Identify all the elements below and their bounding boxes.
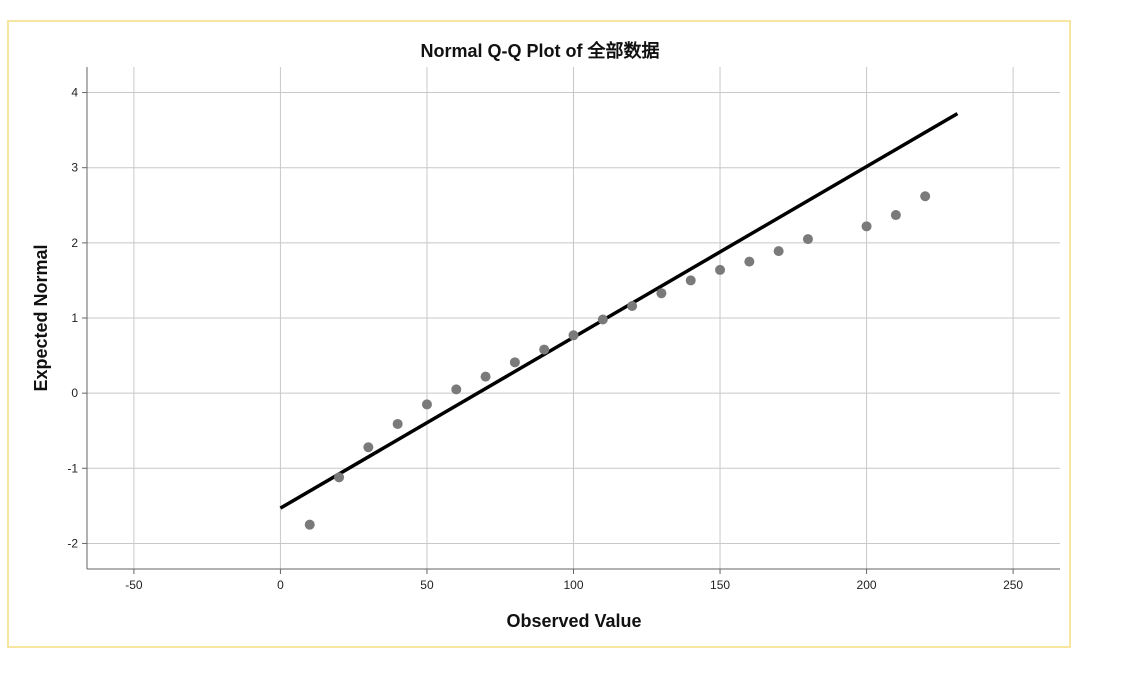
y-tick-label: 1: [71, 311, 78, 325]
x-tick-label: 100: [563, 578, 583, 592]
data-point: [539, 344, 550, 355]
grid-lines: [87, 67, 1060, 569]
x-tick-label: 250: [1003, 578, 1023, 592]
y-tick-label: 4: [71, 86, 78, 100]
data-point: [685, 275, 696, 286]
x-tick-label: 0: [277, 578, 284, 592]
data-point: [656, 288, 667, 299]
x-tick-label: -50: [125, 578, 143, 592]
y-tick-label: -2: [67, 536, 78, 550]
y-axis-ticks: -2 -1 0 1 2 3 4: [67, 86, 87, 550]
data-point: [392, 418, 403, 429]
data-point: [773, 246, 784, 257]
data-point: [715, 264, 726, 275]
data-point: [920, 191, 931, 202]
data-point: [568, 330, 579, 341]
data-point: [744, 256, 755, 267]
data-point: [480, 371, 491, 382]
data-points: [304, 191, 931, 530]
data-point: [363, 442, 374, 453]
reference-line-group: [279, 112, 959, 510]
data-point: [509, 357, 520, 368]
x-tick-label: 150: [710, 578, 730, 592]
data-point: [421, 399, 432, 410]
y-tick-label: 3: [71, 161, 78, 175]
x-tick-label: 200: [857, 578, 877, 592]
data-point: [890, 210, 901, 221]
y-axis-title: Expected Normal: [31, 244, 51, 391]
x-axis-ticks: -50 0 50 100 150 200 250: [125, 569, 1023, 592]
x-axis-title: Observed Value: [506, 611, 641, 631]
reference-line: [279, 112, 959, 510]
data-point: [451, 384, 462, 395]
y-tick-label: -1: [67, 461, 78, 475]
y-tick-label: 2: [71, 236, 78, 250]
data-point: [627, 300, 638, 311]
data-point: [802, 234, 813, 245]
chart-title: Normal Q-Q Plot of 全部数据: [420, 40, 659, 61]
data-point: [334, 472, 345, 483]
y-tick-label: 0: [71, 386, 78, 400]
data-point: [861, 221, 872, 232]
data-point: [304, 519, 315, 530]
x-tick-label: 50: [420, 578, 434, 592]
data-point: [597, 314, 608, 325]
